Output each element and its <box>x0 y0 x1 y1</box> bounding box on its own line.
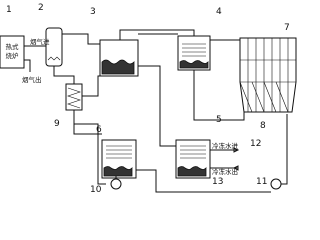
ref-number: 9 <box>54 119 60 129</box>
unit-6-fill <box>103 166 133 177</box>
ref-number: 5 <box>216 115 222 125</box>
ref-number: 3 <box>90 7 96 17</box>
text-labels: 热式 烧炉 烟气进 烟气出 冷冻水进 冷冻水出 <box>6 37 239 176</box>
unit-3 <box>99 39 139 77</box>
ref-number: 4 <box>216 7 222 17</box>
unit-6 <box>101 139 137 179</box>
pipe-middle <box>53 65 245 147</box>
ref-number: 2 <box>38 3 44 13</box>
chilled-out: 冷冻水出 <box>212 167 238 176</box>
pipe-top <box>24 29 240 72</box>
furnace <box>0 35 25 69</box>
ref-number: 10 <box>90 185 102 195</box>
cooling-tower-grid <box>240 38 296 112</box>
unit-4-fill <box>179 60 209 69</box>
furnace-label: 烧炉 <box>6 51 20 60</box>
diagram: 热式 烧炉 烟气进 烟气出 冷冻水进 冷冻水出 1 2 3 4 5 6 7 8 … <box>0 3 297 195</box>
unit-5 <box>175 139 211 179</box>
ref-number: 1 <box>6 5 12 15</box>
ref-number: 8 <box>260 121 266 131</box>
ref-number: 12 <box>250 139 261 149</box>
ref-number: 11 <box>256 177 267 187</box>
flue-out: 烟气出 <box>22 75 42 84</box>
unit-6-coil <box>106 145 132 159</box>
flue-in: 烟气进 <box>30 37 50 46</box>
tank-2-fill <box>47 56 61 61</box>
chilled-in: 冷冻水进 <box>212 141 239 150</box>
ref-number: 6 <box>96 125 102 135</box>
unit-5-fill <box>177 166 207 177</box>
reference-numbers: 1 2 3 4 5 6 7 8 9 10 11 12 13 <box>6 3 290 195</box>
furnace-label: 热式 <box>6 42 20 51</box>
components <box>0 27 297 190</box>
ref-number: 13 <box>212 177 223 187</box>
unit-5-coil <box>180 145 206 159</box>
pipe-bottom <box>74 114 288 193</box>
unit-4-coil <box>182 43 206 57</box>
pump-11 <box>270 178 282 190</box>
cooling-tower-legs <box>239 81 289 113</box>
unit-3-fill <box>101 59 135 75</box>
cooling-tower <box>239 37 297 113</box>
ref-number: 7 <box>284 23 290 33</box>
pump-10 <box>110 178 122 190</box>
exchanger-9-coil <box>67 87 81 109</box>
pipes <box>24 29 288 193</box>
